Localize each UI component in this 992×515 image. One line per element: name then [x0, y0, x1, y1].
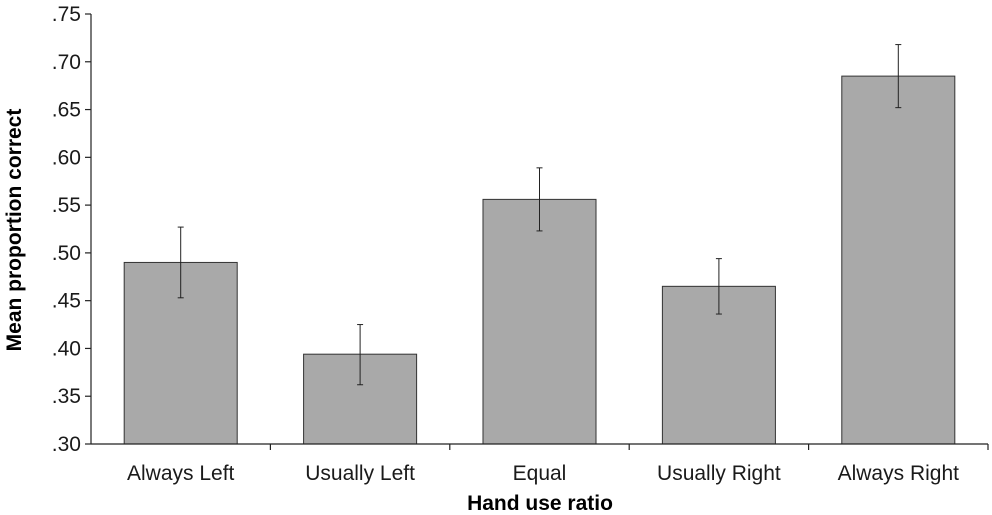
- y-tick-label: .65: [52, 99, 81, 122]
- x-axis-title: Hand use ratio: [467, 492, 613, 515]
- bars: [123, 75, 956, 445]
- y-tick-label: .40: [52, 337, 81, 360]
- x-tick-label: Usually Left: [305, 462, 415, 485]
- y-tick-label: .60: [52, 146, 81, 169]
- y-tick-label: .45: [52, 290, 81, 313]
- bar: [841, 75, 956, 445]
- y-tick-label: .75: [52, 3, 81, 26]
- y-tick-label: .55: [52, 194, 81, 217]
- x-tick-label: Usually Right: [657, 462, 781, 485]
- x-tick-label: Always Right: [838, 462, 960, 485]
- y-axis-ticks: .30 .35 .40 .45 .50 .55 .60 .65 .70 .75: [52, 3, 91, 456]
- y-tick-label: .50: [52, 242, 81, 265]
- y-tick-label: .30: [52, 433, 81, 456]
- x-tick-label: Always Left: [127, 462, 235, 485]
- bar: [482, 198, 597, 445]
- x-axis-ticks: Always Left Usually Left Equal Usually Righ…: [127, 444, 989, 485]
- x-tick-label: Equal: [513, 462, 567, 485]
- y-tick-label: .35: [52, 385, 81, 408]
- y-tick-label: .70: [52, 51, 81, 74]
- error-bars: [177, 44, 902, 386]
- y-axis-title: Mean proportion correct: [3, 109, 26, 352]
